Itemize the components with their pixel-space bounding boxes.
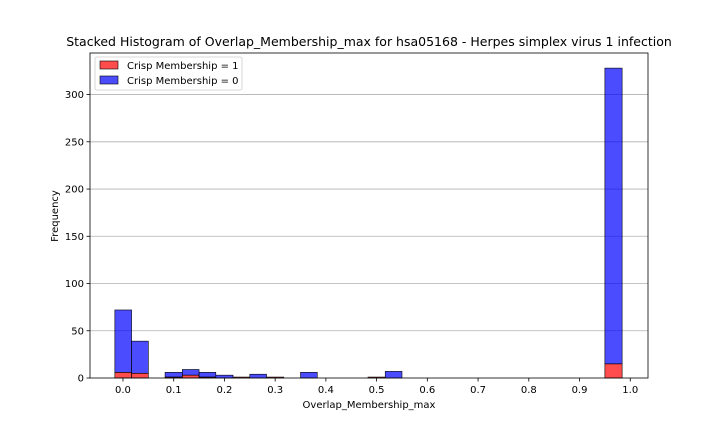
x-axis-label: Overlap_Membership_max	[303, 400, 436, 411]
legend-box	[94, 56, 243, 91]
legend-label-crisp-1: Crisp Membership = 1	[127, 61, 239, 72]
bar-crisp-1	[131, 372, 149, 379]
bar-crisp-0	[215, 374, 234, 379]
bar-crisp-0	[198, 372, 217, 378]
y-tick-label: 100	[65, 279, 84, 290]
bar-crisp-0	[164, 372, 183, 378]
y-tick-label: 50	[71, 326, 84, 337]
x-tick-label: 0.0	[115, 385, 131, 396]
bar-crisp-0	[384, 371, 403, 379]
x-tick-label: 0.3	[267, 385, 283, 396]
y-tick-label: 0	[78, 374, 84, 385]
bar-crisp-0	[604, 67, 623, 365]
y-tick-label: 200	[65, 185, 84, 196]
bar-crisp-0	[114, 309, 132, 373]
legend: Crisp Membership = 1 Crisp Membership = …	[94, 56, 243, 91]
bar-crisp-1	[114, 372, 132, 379]
bar-crisp-0	[182, 369, 200, 376]
y-axis-label: Frequency	[50, 190, 61, 242]
legend-swatch-crisp-1	[99, 60, 119, 70]
x-tick-label: 1.0	[622, 385, 638, 396]
x-tick-label: 0.2	[216, 385, 232, 396]
bar-crisp-1	[604, 363, 623, 379]
legend-label-crisp-0: Crisp Membership = 0	[127, 76, 239, 87]
x-axis-ticks: 0.0 0.1 0.2 0.3 0.4 0.5 0.6 0.7 0.8 0.9 1.0	[115, 378, 638, 396]
bar-crisp-0	[249, 373, 267, 379]
x-tick-label: 0.5	[369, 385, 385, 396]
bar-crisp-0	[300, 372, 318, 379]
chart-title: Stacked Histogram of Overlap_Membership_…	[66, 34, 672, 49]
x-tick-label: 0.1	[166, 385, 182, 396]
legend-swatch-crisp-0	[99, 75, 119, 85]
plot-area-frame	[89, 52, 649, 379]
bar-crisp-0	[131, 340, 149, 374]
y-tick-label: 250	[65, 137, 84, 148]
histogram-bars	[114, 67, 623, 379]
x-tick-label: 0.8	[521, 385, 537, 396]
y-axis-ticks: 0 50 100 150 200 250 300	[65, 90, 90, 385]
x-tick-label: 0.7	[470, 385, 486, 396]
y-gridlines	[90, 94, 648, 332]
bar-crisp-1	[182, 374, 200, 379]
y-tick-label: 150	[65, 232, 84, 243]
x-tick-label: 0.4	[318, 385, 334, 396]
x-tick-label: 0.6	[419, 385, 435, 396]
x-tick-label: 0.9	[572, 385, 588, 396]
y-tick-label: 300	[65, 90, 84, 101]
